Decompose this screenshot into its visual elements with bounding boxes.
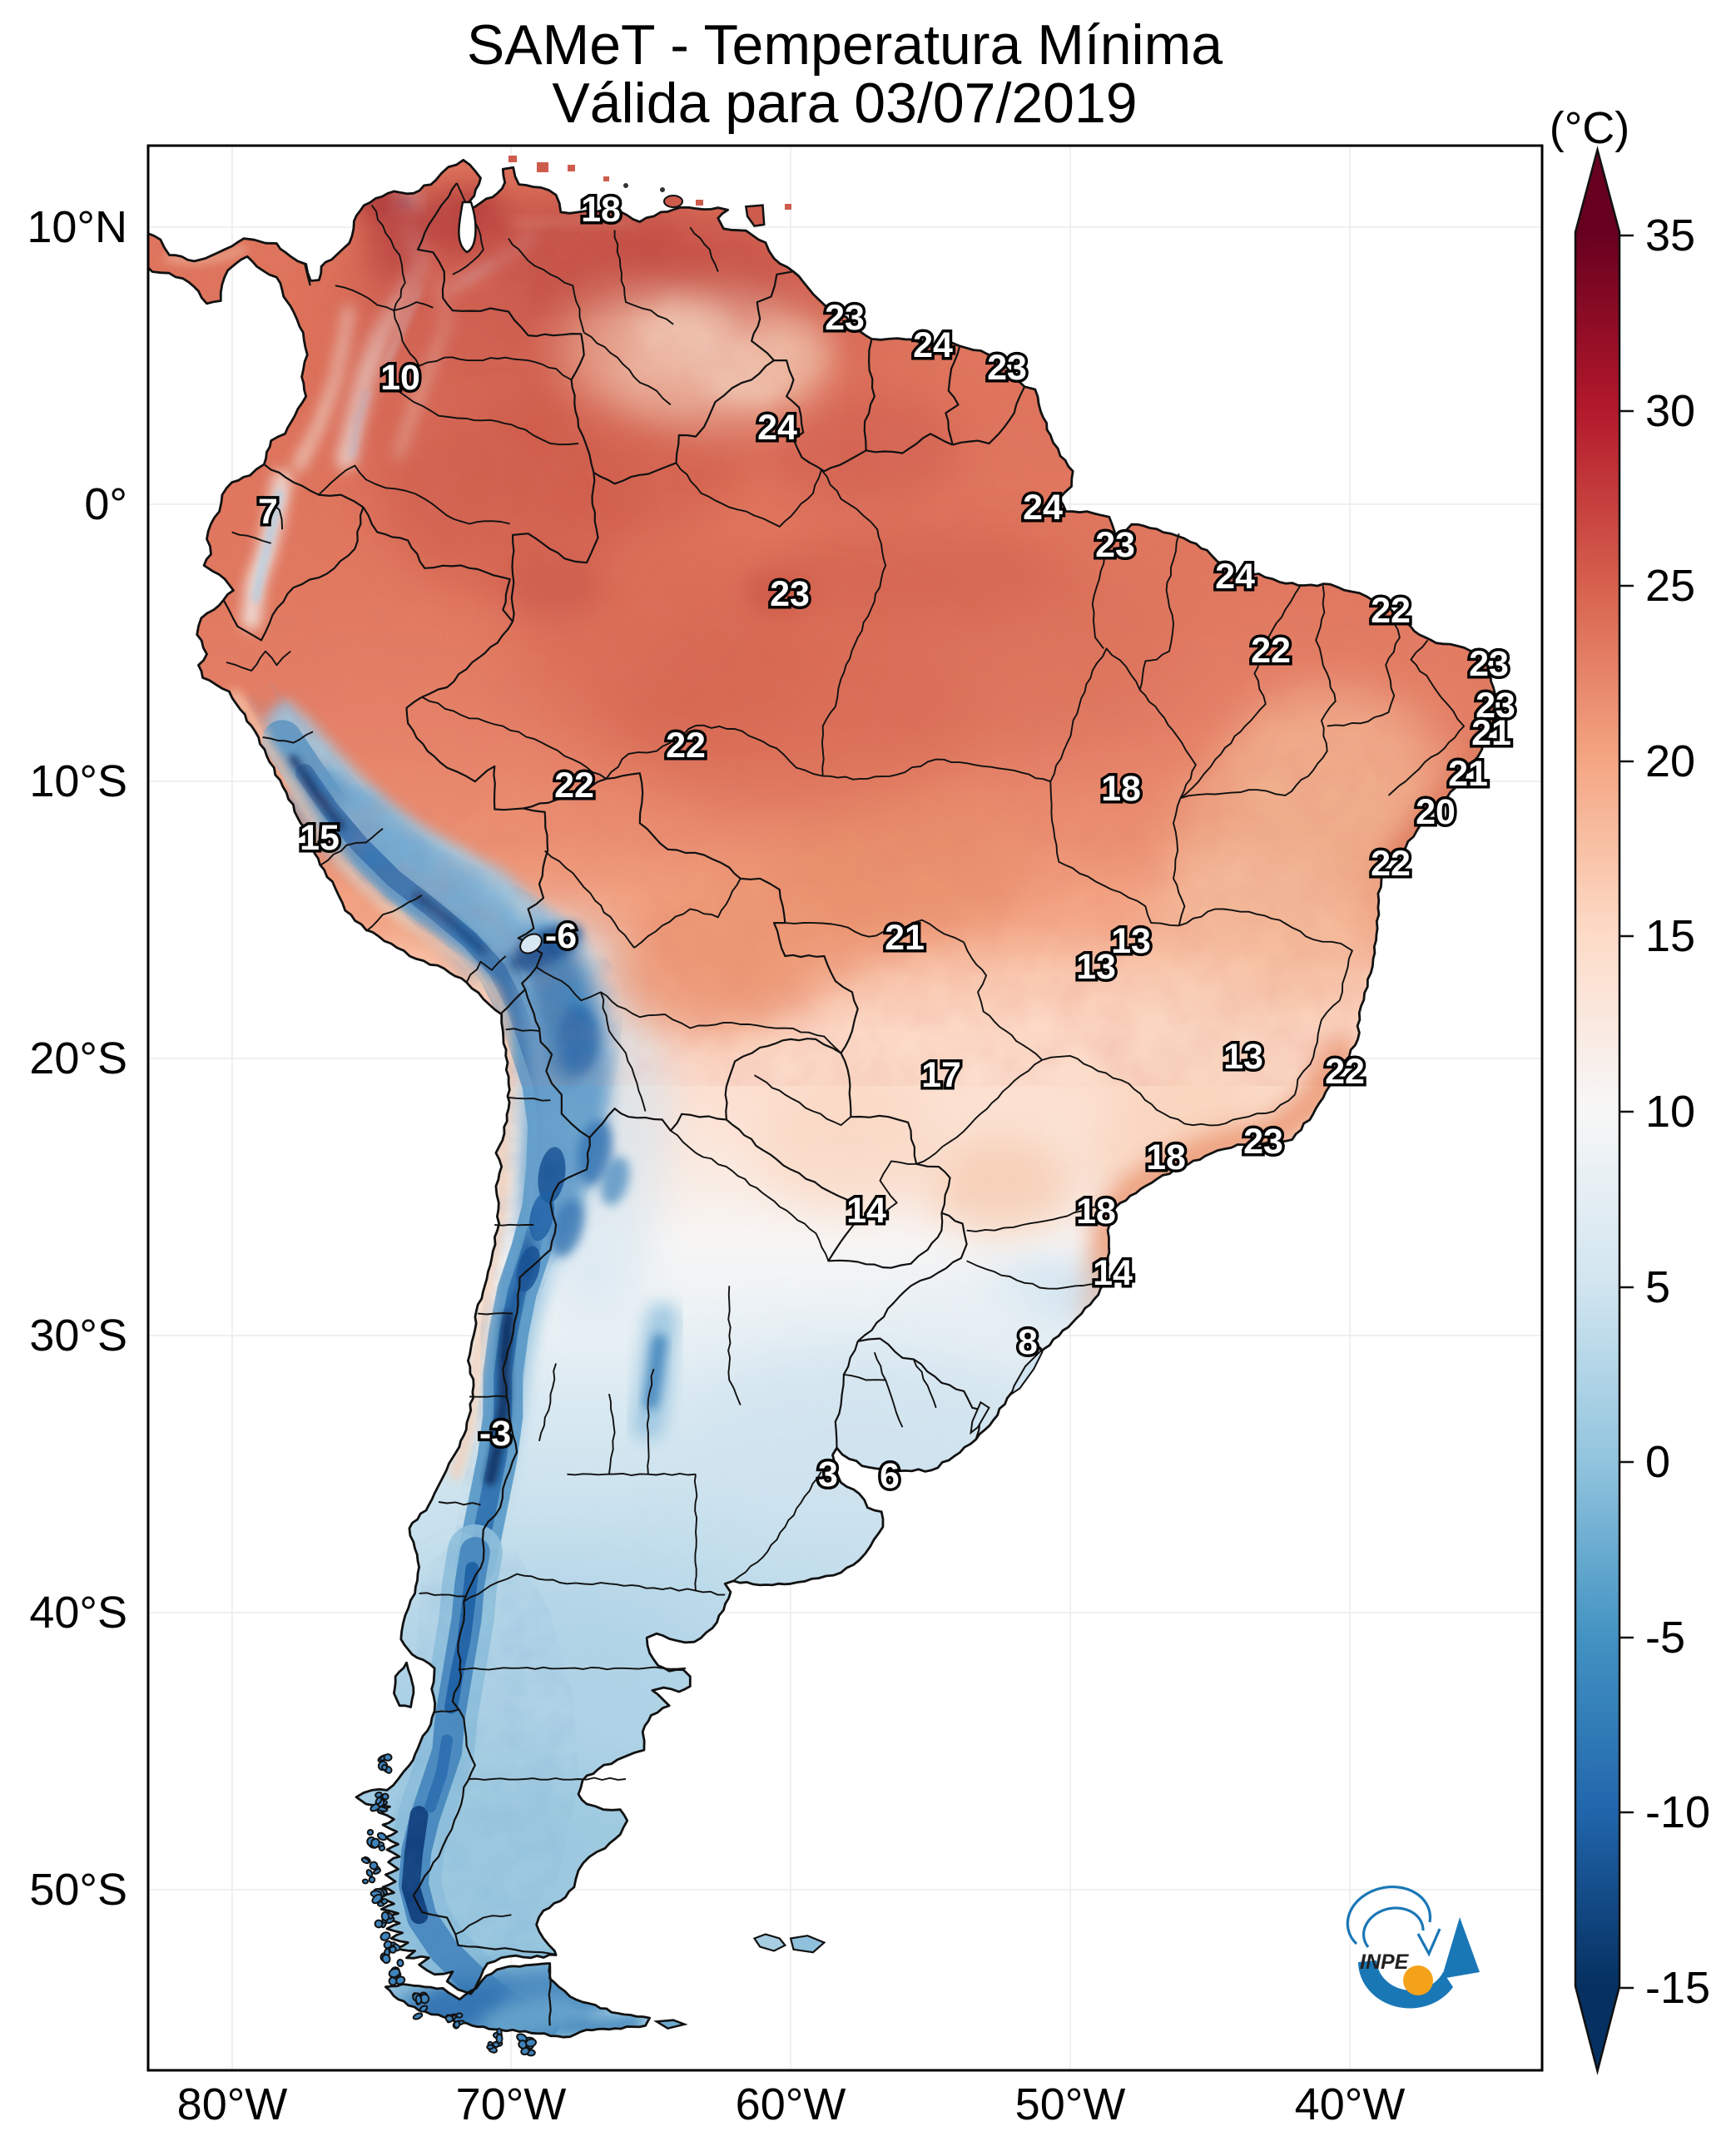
svg-text:23: 23 <box>1243 1122 1283 1162</box>
svg-text:SAMeT - Temperatura Mínima: SAMeT - Temperatura Mínima <box>467 13 1223 77</box>
svg-text:80°W: 80°W <box>177 2079 288 2129</box>
svg-text:50°W: 50°W <box>1015 2079 1126 2129</box>
svg-text:0°: 0° <box>84 479 127 529</box>
svg-text:13: 13 <box>1111 921 1151 961</box>
svg-text:-10: -10 <box>1645 1787 1710 1837</box>
svg-text:50°S: 50°S <box>29 1865 127 1915</box>
svg-text:6: 6 <box>880 1456 900 1496</box>
svg-text:14: 14 <box>846 1191 886 1231</box>
svg-text:25: 25 <box>1645 561 1695 611</box>
svg-text:18: 18 <box>1101 769 1141 809</box>
svg-text:22: 22 <box>1371 591 1411 631</box>
svg-text:35: 35 <box>1645 211 1695 260</box>
svg-text:10: 10 <box>1645 1087 1695 1137</box>
svg-text:60°W: 60°W <box>736 2079 846 2129</box>
svg-text:5: 5 <box>1645 1262 1670 1312</box>
svg-text:30°S: 30°S <box>29 1311 127 1361</box>
svg-text:23: 23 <box>825 298 865 338</box>
svg-text:70°W: 70°W <box>456 2079 567 2129</box>
svg-text:21: 21 <box>885 918 925 958</box>
svg-text:10°S: 10°S <box>29 756 127 806</box>
svg-text:23: 23 <box>1476 686 1515 726</box>
svg-text:14: 14 <box>1093 1253 1133 1293</box>
svg-text:3: 3 <box>818 1455 838 1494</box>
svg-text:10°N: 10°N <box>27 202 127 252</box>
svg-text:24: 24 <box>1215 557 1255 597</box>
svg-text:22: 22 <box>554 766 594 805</box>
svg-text:17: 17 <box>921 1055 961 1095</box>
svg-text:10: 10 <box>380 358 420 398</box>
svg-text:20: 20 <box>1645 736 1695 786</box>
svg-text:INPE: INPE <box>1360 1950 1410 1974</box>
svg-text:40°W: 40°W <box>1295 2079 1406 2129</box>
svg-text:22: 22 <box>1325 1052 1365 1092</box>
svg-text:-3: -3 <box>479 1414 511 1454</box>
svg-text:18: 18 <box>1146 1137 1186 1177</box>
svg-text:(°C): (°C) <box>1550 103 1630 153</box>
svg-text:21: 21 <box>1448 754 1488 794</box>
svg-text:8: 8 <box>1018 1322 1038 1362</box>
svg-text:22: 22 <box>666 726 706 766</box>
svg-text:0: 0 <box>1645 1437 1670 1487</box>
svg-text:24: 24 <box>1023 488 1063 528</box>
svg-text:7: 7 <box>258 492 278 532</box>
svg-text:Válida para 03/07/2019: Válida para 03/07/2019 <box>552 72 1137 135</box>
svg-text:-5: -5 <box>1645 1613 1685 1663</box>
svg-text:15: 15 <box>1645 911 1695 961</box>
svg-text:13: 13 <box>1076 947 1116 987</box>
svg-text:21: 21 <box>1471 713 1511 753</box>
svg-text:-15: -15 <box>1645 1963 1710 2013</box>
svg-text:23: 23 <box>987 348 1027 388</box>
svg-text:18: 18 <box>581 190 621 230</box>
svg-text:23: 23 <box>1469 644 1509 684</box>
svg-text:30: 30 <box>1645 386 1695 436</box>
svg-text:-6: -6 <box>545 916 577 956</box>
svg-text:24: 24 <box>757 408 797 448</box>
svg-text:18: 18 <box>1076 1192 1116 1232</box>
svg-text:20°S: 20°S <box>29 1033 127 1083</box>
svg-text:24: 24 <box>913 325 953 365</box>
svg-text:15: 15 <box>300 818 340 858</box>
svg-text:23: 23 <box>770 574 810 614</box>
svg-text:22: 22 <box>1251 631 1291 671</box>
svg-text:22: 22 <box>1371 844 1411 884</box>
svg-text:40°S: 40°S <box>29 1588 127 1638</box>
svg-text:23: 23 <box>1095 525 1135 565</box>
svg-text:20: 20 <box>1416 792 1456 832</box>
svg-text:13: 13 <box>1223 1037 1263 1077</box>
